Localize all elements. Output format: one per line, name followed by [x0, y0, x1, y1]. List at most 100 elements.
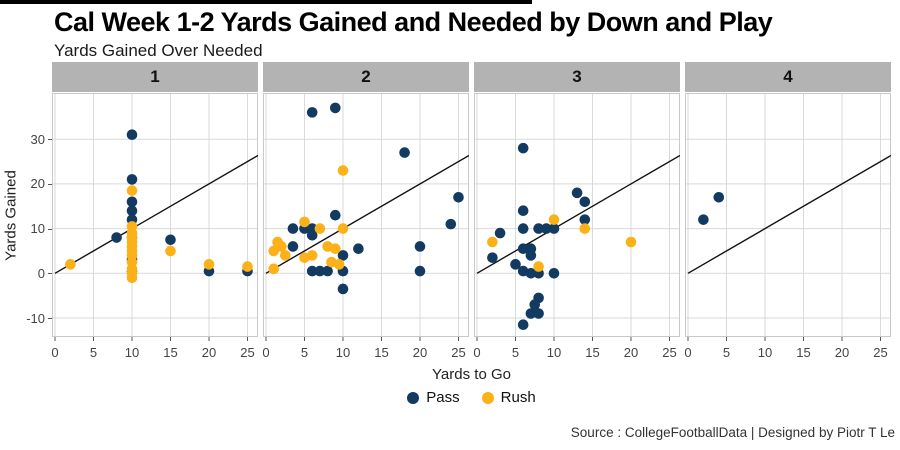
- data-point-pass: [353, 243, 364, 255]
- facet-strip-label: 3: [572, 67, 582, 86]
- x-tick-label: 10: [124, 345, 140, 360]
- x-tick-label: 5: [300, 345, 309, 360]
- facet-strip-label: 2: [361, 67, 371, 86]
- y-tick-label: -10: [26, 310, 45, 326]
- x-tick-label: 5: [511, 345, 520, 360]
- data-point-pass: [445, 218, 457, 230]
- identity-line: [54, 154, 258, 274]
- data-point-pass: [713, 192, 725, 203]
- data-point-pass: [517, 223, 529, 234]
- x-tick-label: 20: [201, 345, 217, 360]
- legend-dot-icon: [407, 391, 420, 404]
- data-point-rush: [126, 185, 138, 196]
- data-point-rush: [333, 259, 345, 270]
- x-tick-label: 25: [451, 345, 466, 360]
- x-tick-label: 10: [335, 345, 351, 360]
- data-point-pass: [399, 147, 410, 158]
- identity-line: [476, 154, 680, 274]
- data-point-rush: [268, 245, 279, 257]
- facet-strip-label: 4: [783, 67, 793, 86]
- x-tick-label: 20: [412, 345, 428, 360]
- data-point-pass: [306, 230, 318, 241]
- x-tick-label: 20: [834, 345, 850, 360]
- data-point-pass: [126, 129, 138, 141]
- x-tick-label: 0: [684, 345, 692, 360]
- data-point-pass: [525, 250, 537, 261]
- y-tick-label: 30: [30, 131, 45, 147]
- data-point-rush: [242, 261, 253, 272]
- data-point-rush: [548, 214, 560, 225]
- data-point-rush: [487, 236, 498, 248]
- y-tick-label: 0: [37, 265, 45, 281]
- data-point-pass: [111, 232, 122, 243]
- top-accent-bar: [0, 0, 532, 4]
- x-tick-label: 15: [163, 345, 178, 360]
- data-point-rush: [279, 250, 291, 261]
- data-point-pass: [165, 234, 176, 246]
- legend-item-pass: Pass: [407, 389, 460, 406]
- x-tick-label: 25: [240, 345, 255, 360]
- x-tick-label: 0: [473, 345, 481, 360]
- data-point-pass: [525, 308, 537, 319]
- x-tick-label: 0: [51, 345, 59, 360]
- facet-strip: 1: [52, 62, 258, 92]
- x-tick-label: 20: [623, 345, 639, 360]
- data-point-pass: [306, 265, 318, 277]
- data-point-pass: [517, 319, 529, 331]
- data-point-pass: [287, 223, 299, 234]
- data-point-pass: [453, 192, 464, 203]
- x-axis-title: Yards to Go: [432, 366, 511, 383]
- data-point-rush: [165, 245, 176, 257]
- x-tick-label: 10: [546, 345, 562, 360]
- data-point-pass: [541, 223, 552, 234]
- data-point-pass: [337, 283, 349, 295]
- data-point-pass: [330, 102, 341, 114]
- facet-strip: 3: [474, 62, 680, 92]
- data-point-pass: [579, 196, 591, 208]
- chart-title: Cal Week 1-2 Yards Gained and Needed by …: [54, 7, 773, 37]
- data-point-pass: [287, 241, 299, 252]
- legend-dot-icon: [481, 391, 494, 404]
- y-tick-mark: [48, 273, 52, 275]
- caption: Source : CollegeFootballData | Designed …: [570, 425, 895, 440]
- facet-strip: 4: [685, 62, 891, 92]
- facet-strip: 2: [263, 62, 469, 92]
- data-point-rush: [65, 259, 76, 270]
- data-point-rush: [203, 259, 215, 270]
- y-tick-mark: [48, 228, 52, 230]
- data-point-pass: [517, 243, 529, 255]
- facet-panel: [474, 93, 680, 341]
- facet-panel: [52, 93, 258, 341]
- data-point-rush: [533, 261, 544, 272]
- y-tick-label: 10: [30, 221, 45, 237]
- data-point-pass: [548, 268, 560, 279]
- data-point-rush: [314, 223, 326, 234]
- y-tick-mark: [48, 318, 52, 319]
- x-tick-label: 5: [89, 345, 98, 360]
- data-point-rush: [579, 223, 591, 234]
- x-tick-label: 25: [873, 345, 888, 360]
- data-point-pass: [579, 214, 591, 225]
- data-point-pass: [414, 241, 426, 252]
- data-point-pass: [571, 187, 583, 199]
- data-point-pass: [533, 223, 544, 234]
- facet-panel: [685, 93, 891, 341]
- data-point-pass: [548, 223, 560, 234]
- chart-subtitle: Yards Gained Over Needed: [54, 41, 263, 60]
- x-tick-label: 15: [374, 345, 389, 360]
- data-point-rush: [625, 236, 637, 248]
- x-tick-label: 15: [796, 345, 811, 360]
- y-tick-label: 20: [30, 176, 45, 192]
- x-tick-label: 25: [662, 345, 677, 360]
- data-point-rush: [330, 243, 341, 255]
- facet-panel: [263, 93, 469, 341]
- data-point-pass: [126, 174, 138, 185]
- data-point-rush: [306, 250, 318, 261]
- y-tick-mark: [48, 139, 52, 141]
- identity-line: [687, 154, 891, 274]
- data-point-pass: [314, 265, 326, 277]
- data-point-pass: [494, 227, 506, 239]
- legend-label: Pass: [426, 389, 460, 406]
- data-point-rush: [337, 165, 349, 176]
